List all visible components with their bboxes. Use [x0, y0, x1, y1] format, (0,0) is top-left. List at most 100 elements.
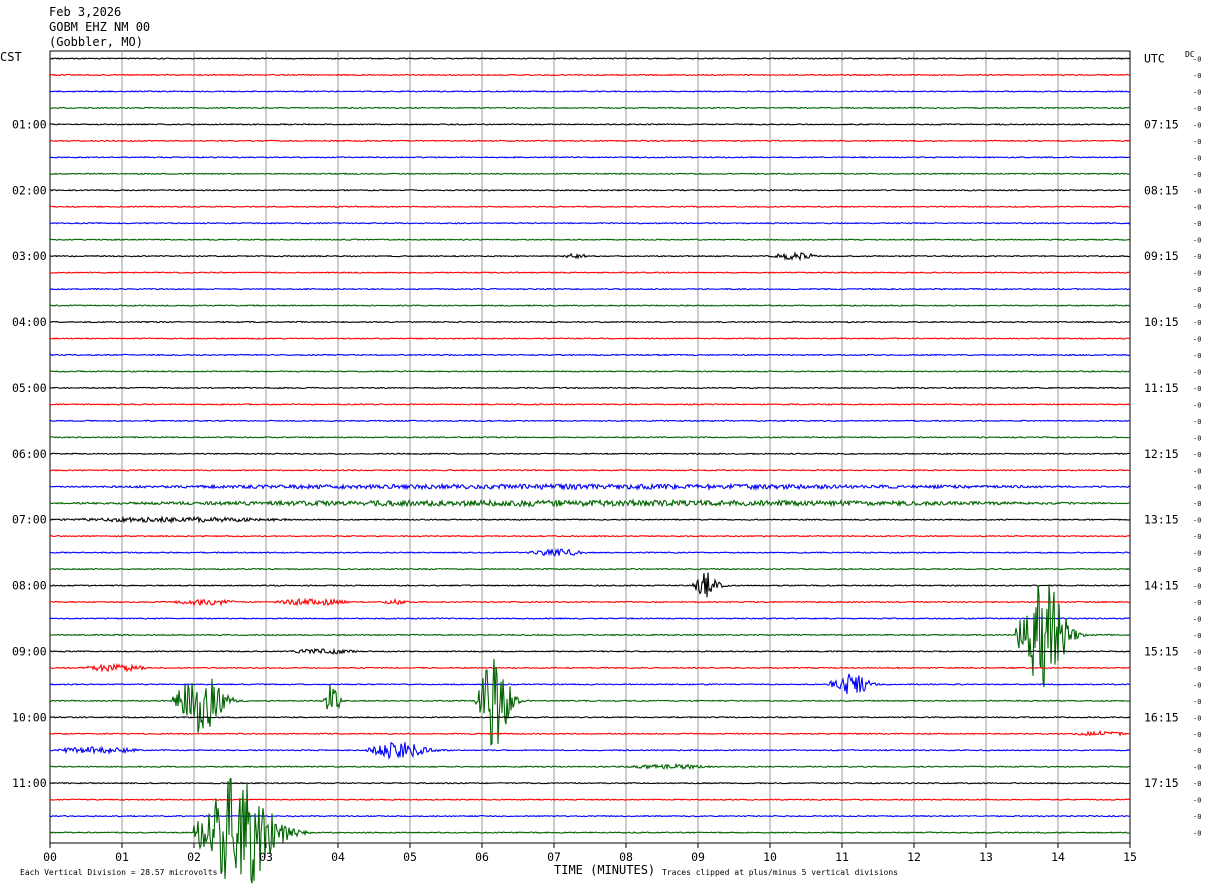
x-tick-label: 09 — [691, 850, 705, 864]
dc-marker: -0 — [1193, 615, 1201, 623]
trace-line — [49, 597, 1131, 607]
trace-line — [49, 106, 1131, 110]
trace-line — [49, 715, 1131, 719]
x-tick-label: 11 — [835, 850, 849, 864]
right-time-labels: UTC 07:15 08:15 09:15 10:15 11:15 12:15 13:15 14… — [1144, 52, 1179, 791]
dc-marker: -0 — [1193, 747, 1201, 755]
dc-marker: -0 — [1193, 368, 1201, 376]
trace-line — [49, 90, 1131, 93]
dc-marker: -0 — [1193, 517, 1201, 525]
dc-marker: -0 — [1193, 550, 1201, 558]
header-date: Feb 3,2026 — [49, 5, 121, 19]
x-tick-label: 08 — [619, 850, 633, 864]
dc-marker: -0 — [1193, 56, 1201, 64]
right-time-label: 09:15 — [1144, 249, 1179, 263]
dc-marker: -0 — [1193, 253, 1201, 261]
left-time-labels: 01:00 02:00 03:00 04:00 05:00 06:00 07:00 08:00… — [12, 117, 47, 790]
dc-marker: -0 — [1193, 648, 1201, 656]
plot-frame — [49, 50, 1131, 844]
trace-line — [49, 647, 1131, 655]
trace-line — [49, 617, 1131, 620]
right-time-label: 11:15 — [1144, 381, 1179, 395]
dc-label: DC — [1185, 50, 1195, 59]
dc-marker: -0 — [1193, 385, 1201, 393]
trace-line — [49, 762, 1131, 771]
left-time-label: 07:00 — [12, 513, 47, 527]
left-time-label: 10:00 — [12, 710, 47, 724]
trace-line — [49, 572, 1131, 598]
trace-line — [49, 547, 1131, 557]
trace-line — [49, 337, 1131, 340]
right-time-label: 14:15 — [1144, 579, 1179, 593]
left-time-label: 01:00 — [12, 117, 47, 131]
dc-marker: -0 — [1193, 467, 1201, 475]
trace-line — [49, 658, 1131, 746]
trace-line — [49, 468, 1131, 472]
trace-line — [49, 673, 1131, 695]
dc-marker: -0 — [1193, 780, 1201, 788]
right-time-label: 13:15 — [1144, 513, 1179, 527]
x-tick-label: 12 — [907, 850, 921, 864]
trace-line — [49, 123, 1131, 126]
minute-grid — [121, 51, 1059, 843]
seismic-traces — [49, 57, 1131, 884]
dc-marker: -0 — [1193, 88, 1201, 96]
dc-marker: -0 — [1193, 484, 1201, 492]
x-tick-label: 03 — [259, 850, 273, 864]
trace-line — [49, 271, 1131, 274]
dc-marker: -0 — [1193, 681, 1201, 689]
trace-line — [49, 188, 1131, 192]
trace-line — [49, 139, 1131, 143]
dc-marker: -0 — [1193, 434, 1201, 442]
trace-line — [50, 435, 1131, 439]
left-time-label: 05:00 — [12, 381, 47, 395]
x-tick-label: 14 — [1051, 850, 1065, 864]
trace-line — [49, 482, 1131, 492]
dc-marker: -0 — [1193, 352, 1201, 360]
dc-marker: -0 — [1193, 451, 1201, 459]
x-tick-label: 04 — [331, 850, 345, 864]
dc-marker: -0 — [1193, 797, 1201, 805]
x-tick-label: 13 — [979, 850, 993, 864]
x-tick-label: 02 — [187, 850, 201, 864]
trace-line — [50, 205, 1131, 209]
trace-line — [49, 57, 1131, 60]
dc-marker: -0 — [1193, 270, 1201, 278]
dc-marker: -0 — [1193, 401, 1201, 409]
trace-line — [49, 584, 1131, 688]
trace-line — [49, 403, 1131, 406]
left-time-label: 03:00 — [12, 249, 47, 263]
dc-markers: -0 -0 -0 -0 -0 -0 -0 -0 -0 -0 -0 -0 -0 -0 -0 -0 -0 -0 -0 -0… — [1193, 56, 1201, 838]
dc-marker: -0 — [1193, 204, 1201, 212]
dc-marker: -0 — [1193, 286, 1201, 294]
trace-line — [49, 498, 1131, 508]
x-axis-ticks: 00 01 02 03 04 05 06 07 08 09 10 11 12 13 14 15 — [43, 843, 1137, 864]
x-axis-label: TIME (MINUTES) — [554, 863, 655, 877]
header-station: GOBM EHZ NM 00 — [49, 20, 150, 34]
x-tick-label: 10 — [763, 850, 777, 864]
dc-marker: -0 — [1193, 72, 1201, 80]
dc-marker: -0 — [1193, 335, 1201, 343]
header-location: (Gobbler, MO) — [49, 35, 143, 49]
trace-line — [49, 251, 1131, 262]
left-time-label: 04:00 — [12, 315, 47, 329]
trace-line — [49, 370, 1131, 373]
left-time-label: 11:00 — [12, 776, 47, 790]
x-tick-label: 00 — [43, 850, 57, 864]
x-tick-label: 07 — [547, 850, 561, 864]
trace-line — [49, 73, 1131, 77]
dc-marker: -0 — [1193, 566, 1201, 574]
left-time-label: 06:00 — [12, 447, 47, 461]
left-timezone-label: CST — [0, 50, 22, 64]
left-time-label: 08:00 — [12, 579, 47, 593]
trace-line — [50, 662, 1131, 673]
trace-line — [49, 238, 1131, 241]
right-time-label: 08:15 — [1144, 183, 1179, 197]
right-time-label: 16:15 — [1144, 710, 1179, 724]
right-time-label: 12:15 — [1144, 447, 1179, 461]
dc-marker: -0 — [1193, 187, 1201, 195]
dc-marker: -0 — [1193, 154, 1201, 162]
right-time-label: UTC — [1144, 52, 1165, 66]
trace-line — [49, 515, 1131, 524]
